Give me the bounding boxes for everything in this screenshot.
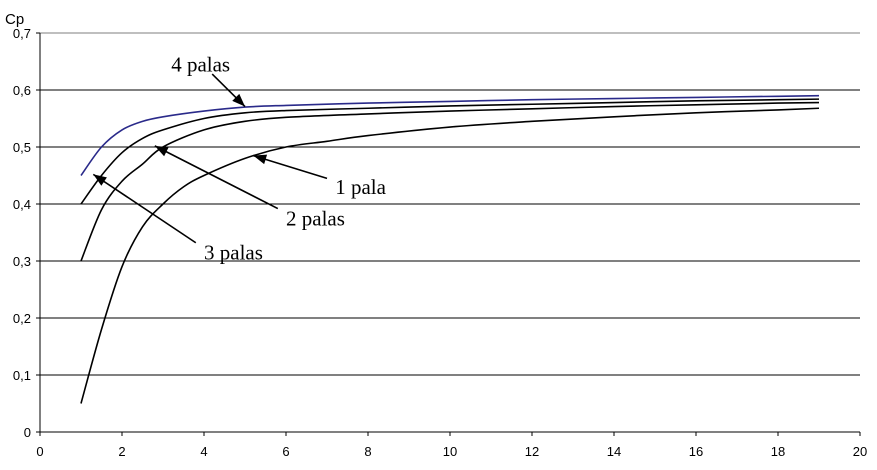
- arrow-head-4-palas: [232, 93, 245, 107]
- y-tick-labels: 0 0,1 0,2 0,3 0,4 0,5 0,6 0,7: [13, 26, 40, 440]
- annotation-label-3-palas: 3 palas: [204, 240, 263, 264]
- x-tick-label: 14: [607, 444, 621, 459]
- series-line-4-palas: [80, 94, 820, 176]
- x-tick-label: 4: [200, 444, 207, 459]
- x-tick-label: 18: [771, 444, 785, 459]
- annotation-label-4-palas: 4 palas: [171, 52, 230, 76]
- arrow-shaft-3-palas: [92, 173, 197, 244]
- y-axis-label: Cp: [5, 11, 24, 28]
- annotation-label-1-pala: 1 pala: [335, 175, 386, 199]
- y-tick-label: 0: [24, 425, 31, 440]
- x-tick-label: 16: [689, 444, 703, 459]
- y-tick-label: 0,3: [13, 254, 31, 269]
- annotation-label-2-palas: 2 palas: [286, 206, 345, 230]
- y-tick-label: 0,5: [13, 140, 31, 155]
- y-tick-label: 0,7: [13, 26, 31, 41]
- arrow-head-3-palas: [93, 174, 107, 186]
- y-tick-label: 0,4: [13, 197, 31, 212]
- x-tick-label: 2: [118, 444, 125, 459]
- arrow-shaft-2-palas: [154, 145, 279, 210]
- y-tick-label: 0,2: [13, 311, 31, 326]
- y-tick-label: 0,1: [13, 368, 31, 383]
- series-line-1-pala: [80, 107, 820, 404]
- x-tick-label: 12: [525, 444, 539, 459]
- x-tick-label: 20: [853, 444, 867, 459]
- grid-lines: [40, 89, 860, 376]
- arrow-head-1-pala: [253, 154, 268, 165]
- x-tick-label: 10: [443, 444, 457, 459]
- series-lines: [80, 94, 820, 404]
- x-tick-label: 0: [36, 444, 43, 459]
- x-tick-labels: 0 2 4 6 8 10 12 14 16 18 20: [36, 432, 867, 459]
- x-tick-label: 8: [364, 444, 371, 459]
- annotations: 4 palas 1 pala 2 palas 3 palas: [92, 52, 387, 264]
- series-line-2-palas: [80, 101, 820, 262]
- series-line-3-palas: [80, 98, 820, 205]
- y-tick-label: 0,6: [13, 83, 31, 98]
- arrow-head-2-palas: [154, 145, 169, 157]
- x-tick-label: 6: [282, 444, 289, 459]
- axes: [39, 32, 860, 433]
